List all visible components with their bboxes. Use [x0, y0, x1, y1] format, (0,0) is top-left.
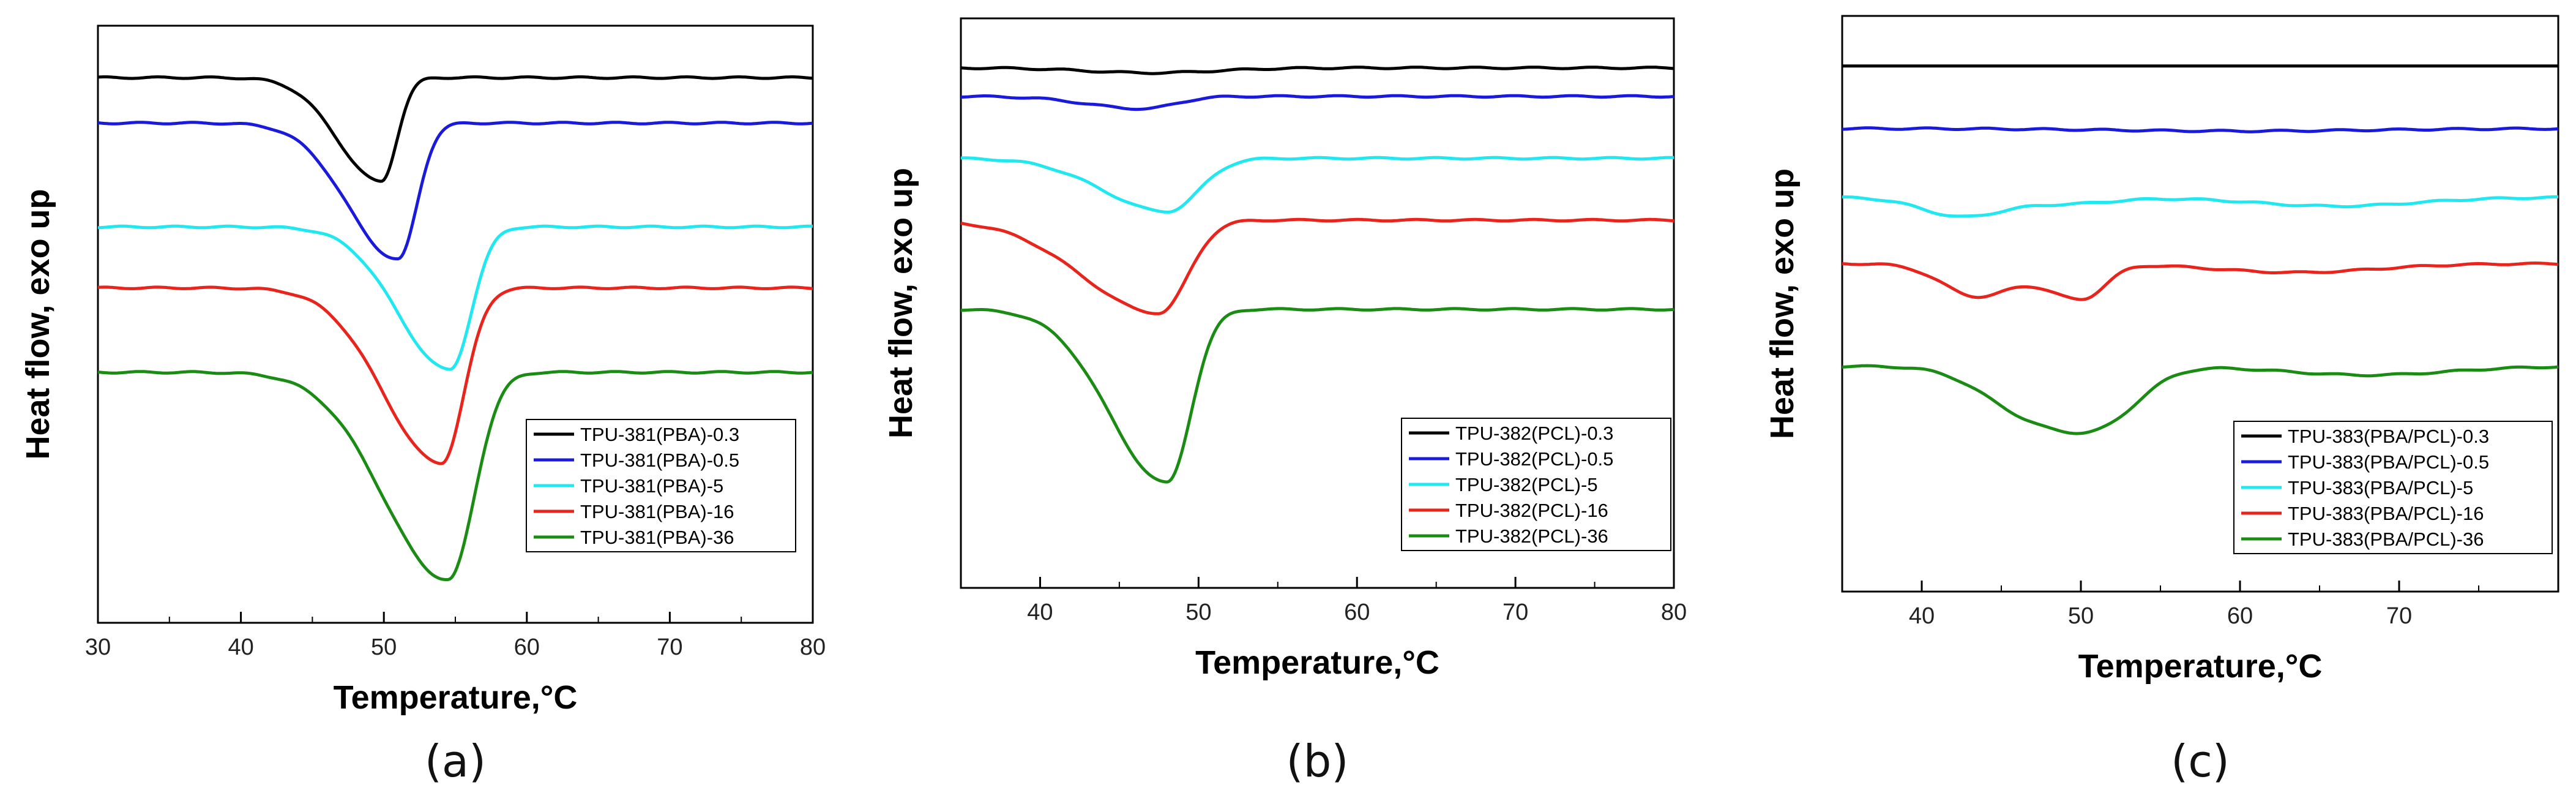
legend-entry: TPU-381(PBA)-16 — [580, 501, 734, 522]
series-line-0.3 — [960, 66, 1674, 75]
series-line-36 — [97, 370, 813, 581]
series-line-0.5 — [960, 94, 1674, 111]
panel-label: (a) — [425, 735, 486, 787]
legend: TPU-382(PCL)-0.3 TPU-382(PCL)-0.5 TPU-382(… — [1401, 418, 1671, 551]
panel-2: 40 50 60 70 80TPU-382(PCL)-0.3TPU-382(PCL)-0… — [883, 17, 1687, 787]
series-line-16 — [1842, 261, 2559, 301]
legend-entry: TPU-381(PBA)-5 — [580, 475, 723, 497]
series-line-16 — [97, 285, 813, 465]
legend-entry: TPU-382(PCL)-5 — [1455, 474, 1598, 495]
panel-label: (c) — [2171, 735, 2230, 787]
x-axis-title: Temperature,°C — [1195, 644, 1439, 681]
y-axis-title: Heat flow, exo up — [883, 168, 919, 438]
plot-frame — [1841, 15, 2559, 593]
x-tick-label: 80 — [1661, 600, 1687, 625]
x-tick-label: 60 — [1344, 600, 1370, 625]
y-axis-title: Heat flow, exo up — [20, 189, 56, 459]
x-tick-label: 60 — [2227, 603, 2253, 629]
legend: TPU-383(PBA/PCL)-0.3 TPU-383(PBA/PCL)-0.5… — [2233, 421, 2553, 554]
x-tick-label: 50 — [1185, 600, 1211, 625]
panel-3: 40 50 60 70TPU-383(PBA/PCL)-0.3TPU-383(PBA/… — [1764, 15, 2559, 787]
legend-entry: TPU-382(PCL)-0.5 — [1455, 448, 1613, 470]
x-tick-label: 40 — [228, 634, 253, 660]
x-tick-label: 50 — [371, 634, 397, 660]
x-axis-title: Temperature,°C — [2078, 648, 2323, 685]
x-tick-label: 80 — [800, 634, 826, 660]
series-line-0.5 — [97, 121, 813, 261]
x-axis-title: Temperature,°C — [334, 679, 578, 716]
panel-1: 30 40 50 60 70 80TPU-381(PBA)-0.3TPU-381(PBA)… — [20, 24, 826, 787]
series-line-16 — [960, 217, 1674, 315]
series-line-36 — [1842, 364, 2559, 435]
x-tick-label: 40 — [1909, 603, 1935, 629]
legend-entry: TPU-383(PBA/PCL)-0.3 — [2288, 426, 2489, 447]
legend-box — [2233, 421, 2553, 554]
x-tick-label: 70 — [2386, 603, 2412, 629]
legend-entry: TPU-382(PCL)-16 — [1455, 500, 1608, 521]
series-line-5 — [960, 156, 1674, 214]
panels-layer: 30 40 50 60 70 80TPU-381(PBA)-0.3TPU-381(PBA)… — [20, 15, 2559, 787]
x-tick-label: 50 — [2068, 603, 2094, 629]
legend-entry: TPU-383(PBA/PCL)-36 — [2288, 528, 2484, 550]
legend-entry: TPU-381(PBA)-0.3 — [580, 424, 739, 445]
legend-entry: TPU-383(PBA/PCL)-5 — [2288, 477, 2473, 498]
y-axis-title: Heat flow, exo up — [1764, 168, 1801, 439]
x-tick-label: 30 — [85, 634, 111, 660]
legend-entry: TPU-381(PBA)-0.5 — [580, 449, 739, 471]
x-tick-label: 70 — [1503, 600, 1528, 625]
series-line-5 — [97, 224, 813, 371]
series-line-36 — [960, 307, 1674, 484]
x-tick-label: 40 — [1027, 600, 1053, 625]
plot-frame — [960, 17, 1675, 589]
series-line-0.3 — [97, 75, 813, 183]
legend-entry: TPU-383(PBA/PCL)-16 — [2288, 503, 2484, 524]
legend-entry: TPU-383(PBA/PCL)-0.5 — [2288, 451, 2489, 473]
legend: TPU-381(PBA)-0.3 TPU-381(PBA)-0.5 TPU-381(… — [526, 419, 796, 552]
x-tick-label: 60 — [514, 634, 540, 660]
x-tick-label: 70 — [657, 634, 682, 660]
series-line-5 — [1842, 195, 2559, 218]
legend-entry: TPU-381(PBA)-36 — [580, 527, 734, 548]
panel-label: (b) — [1286, 735, 1349, 787]
legend-entry: TPU-382(PCL)-0.3 — [1455, 423, 1613, 444]
legend-entry: TPU-382(PCL)-36 — [1455, 525, 1608, 547]
series-line-0.5 — [1842, 126, 2559, 134]
